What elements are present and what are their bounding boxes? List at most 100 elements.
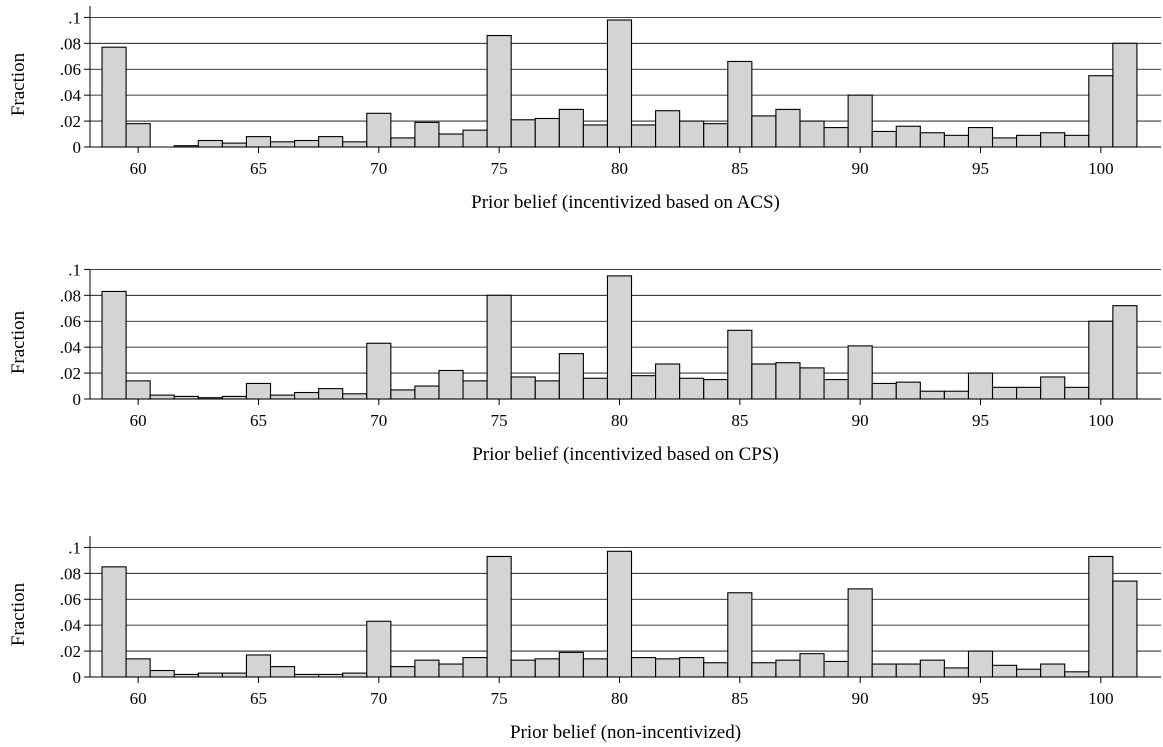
histogram-bar (799, 653, 825, 678)
x-tick-label: 90 (852, 689, 869, 708)
y-tick-label: 0 (73, 390, 82, 409)
histogram-bar (1016, 134, 1042, 148)
x-tick-label: 85 (731, 689, 748, 708)
histogram-bar (775, 362, 801, 400)
histogram-bar (1112, 42, 1138, 148)
histogram-bar (101, 566, 127, 678)
y-tick-label: .08 (60, 34, 81, 53)
x-tick-label: 90 (852, 411, 869, 430)
histogram-bar (390, 666, 416, 678)
histogram-bar (703, 379, 729, 400)
x-tick-label: 95 (972, 689, 989, 708)
histogram-bar (919, 659, 945, 678)
y-tick-label: .06 (60, 312, 81, 331)
histogram-bar (1064, 386, 1090, 400)
histogram-bar (1016, 386, 1042, 400)
y-tick-label: .04 (60, 616, 82, 635)
x-tick-label: 80 (611, 689, 628, 708)
histogram-bar (462, 657, 488, 678)
x-tick-label: 75 (491, 689, 508, 708)
histogram-bar (414, 121, 440, 148)
histogram-bar (438, 133, 464, 148)
histogram-bar (823, 379, 849, 400)
histogram-panel-acs: 0 .02 .04 .06 .08 .1 60 65 70 75 80 85 90 95 100 Prior … (8, 6, 1161, 213)
x-tick-label: 95 (972, 159, 989, 178)
histogram-bar (991, 664, 1018, 678)
histogram-bar (871, 663, 897, 678)
x-tick-label: 70 (370, 689, 387, 708)
histogram-bar (390, 137, 416, 148)
y-axis-title: Fraction (8, 52, 29, 116)
histogram-bar (1016, 668, 1042, 678)
histogram-bar (101, 46, 127, 148)
histogram-bar (269, 141, 296, 148)
x-tick-label: 100 (1088, 689, 1114, 708)
histogram-bar (486, 555, 512, 678)
histogram-bar (630, 375, 657, 400)
x-tick-label: 70 (370, 411, 387, 430)
histogram-bar (847, 588, 873, 678)
y-tick-label: .08 (60, 564, 81, 583)
x-tick-label: 100 (1088, 411, 1114, 430)
histogram-bar (510, 376, 536, 400)
histogram-bar (847, 94, 873, 148)
x-tick-label: 60 (130, 689, 147, 708)
histogram-bar (486, 34, 512, 148)
histogram-bar (558, 108, 584, 148)
histogram-bar (342, 672, 368, 678)
histogram-bar (943, 134, 970, 148)
histogram-bar (438, 663, 464, 678)
histogram-bar (606, 550, 633, 678)
histogram-bar (630, 657, 657, 678)
histogram-bar (751, 363, 777, 400)
histogram-bar (751, 115, 777, 148)
histogram-bar (269, 394, 296, 400)
histogram-bar (606, 19, 633, 148)
y-tick-label: .1 (68, 260, 81, 279)
histogram-bar (366, 620, 392, 678)
histogram-panel-non-incentivized: 0 .02 .04 .06 .08 .1 60 65 70 75 80 85 90 95 100 Prior … (8, 536, 1161, 743)
x-tick-label: 85 (731, 411, 748, 430)
histogram-bar (125, 658, 151, 678)
histogram-bar (775, 659, 801, 678)
histogram-bar (462, 380, 488, 400)
histogram-bar (582, 377, 608, 400)
y-tick-label: .04 (60, 86, 82, 105)
y-tick-label: .04 (60, 338, 82, 357)
x-tick-label: 60 (130, 159, 147, 178)
histogram-bar (149, 669, 175, 678)
histogram-bar (438, 369, 464, 400)
histogram-panel-cps: 0 .02 .04 .06 .08 .1 60 65 70 75 80 85 90 95 100 Prior … (8, 260, 1161, 465)
histogram-bar (366, 342, 392, 400)
x-tick-label: 65 (250, 159, 267, 178)
histogram-bar (679, 657, 705, 678)
histogram-bar (871, 382, 897, 400)
histogram-bar (342, 141, 368, 148)
histogram-bar (245, 382, 272, 400)
histogram-bar (510, 659, 536, 678)
histogram-bar (318, 388, 344, 400)
histogram-bar (703, 662, 729, 678)
x-axis-title: Prior belief (incentivized based on CPS) (472, 444, 779, 465)
histogram-bar (823, 660, 849, 678)
histogram-bar (1040, 376, 1066, 400)
histogram-bar (125, 123, 151, 148)
histogram-bar (342, 393, 368, 400)
x-axis-title: Prior belief (incentivized based on ACS) (471, 192, 780, 213)
histogram-bar (943, 390, 970, 400)
y-tick-label: .02 (60, 364, 81, 383)
histogram-bar (125, 380, 151, 400)
histogram-bar (799, 367, 825, 400)
histogram-bar (197, 139, 223, 148)
y-tick-label: .06 (60, 590, 81, 609)
histogram-bar (703, 123, 729, 148)
histogram-bar (462, 129, 488, 148)
histogram-bar (655, 658, 681, 678)
histogram-bar (1088, 320, 1114, 400)
histogram-bar (101, 290, 127, 400)
y-tick-label: .06 (60, 60, 81, 79)
histogram-bar (558, 353, 584, 400)
x-tick-label: 70 (370, 159, 387, 178)
x-tick-label: 60 (130, 411, 147, 430)
